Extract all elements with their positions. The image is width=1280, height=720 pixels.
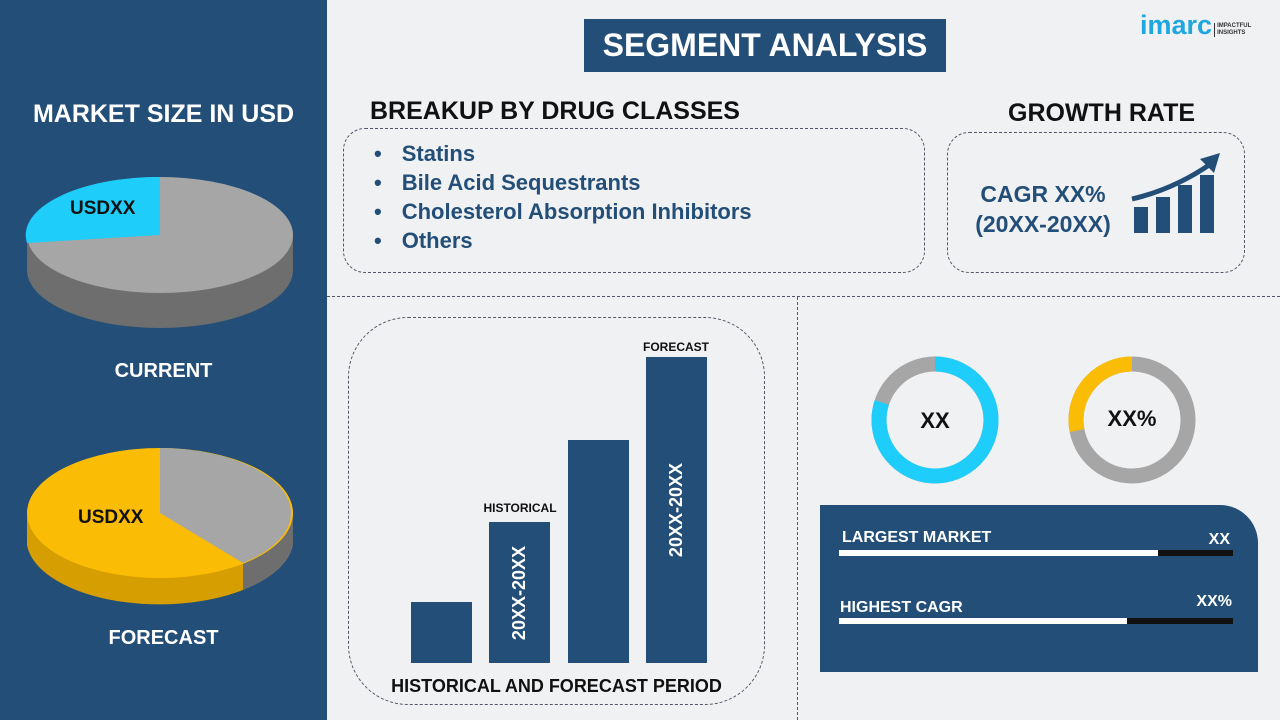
bar-label: 20XX-20XX [509, 545, 530, 640]
donut-1-label: XX [920, 408, 950, 433]
donut-2-fill [1068, 356, 1196, 484]
bar-label: 20XX-20XX [665, 462, 686, 558]
divider-vertical [797, 297, 798, 720]
forecast-value: USDXX [78, 507, 144, 528]
growth-box: CAGR XX% (20XX-20XX) [947, 132, 1245, 273]
list-item: Others [370, 226, 924, 255]
page-title: SEGMENT ANALYSIS [584, 19, 946, 72]
stats-panel: LARGEST MARKET XX HIGHEST CAGR XX% [820, 505, 1258, 672]
cagr-period: (20XX-20XX) [975, 211, 1111, 237]
largest-market-value: XX [1208, 531, 1230, 548]
current-label: CURRENT [114, 360, 213, 382]
highest-cagr-bar [839, 618, 1233, 624]
highest-cagr-value: XX% [1196, 593, 1232, 610]
highest-cagr-label: HIGHEST CAGR [840, 599, 963, 616]
imarc-logo: imarc IMPACTFUL INSIGHTS [1140, 10, 1252, 40]
list-item: Statins [370, 139, 924, 168]
bar-4: 20XX-20XX [645, 357, 707, 663]
breakup-title: BREAKUP BY DRUG CLASSES [370, 97, 740, 125]
drug-class-list: Statins Bile Acid Sequestrants Cholester… [344, 129, 924, 255]
current-value: USDXX [70, 198, 136, 219]
list-item: Bile Acid Sequestrants [370, 168, 924, 197]
forecast-annotation: FORECAST [643, 340, 709, 354]
forecast-pie-gray-slice [160, 448, 292, 563]
historical-annotation: HISTORICAL [483, 501, 557, 515]
forecast-pie-chart [27, 448, 293, 605]
growth-title: GROWTH RATE [1008, 99, 1196, 127]
donut-2-label: XX% [1107, 406, 1157, 431]
bar-2: 20XX-20XX [489, 522, 551, 663]
bar-1 [411, 601, 472, 663]
market-size-title: MARKET SIZE IN USD [32, 100, 295, 128]
x-axis-label: HISTORICAL AND FORECAST PERIOD [391, 676, 722, 696]
divider-horizontal [327, 296, 1280, 297]
current-pie-blue-slice [25, 176, 160, 243]
market-size-panel: MARKET SIZE IN USD USDXX CURRENT USDXX F… [0, 0, 327, 720]
bar-chart-box [348, 317, 765, 705]
largest-market-label: LARGEST MARKET [842, 529, 992, 546]
current-pie-chart [25, 176, 293, 328]
donut-charts [871, 356, 1196, 484]
breakup-box: Statins Bile Acid Sequestrants Cholester… [343, 128, 925, 273]
list-item: Cholesterol Absorption Inhibitors [370, 197, 924, 226]
forecast-label: FORECAST [108, 627, 219, 649]
donut-1-fill [871, 356, 999, 484]
cagr-text: CAGR XX% [980, 181, 1106, 207]
largest-market-bar [839, 550, 1233, 556]
bar-3 [567, 439, 629, 663]
growth-chart-arrow-icon [1131, 153, 1220, 233]
